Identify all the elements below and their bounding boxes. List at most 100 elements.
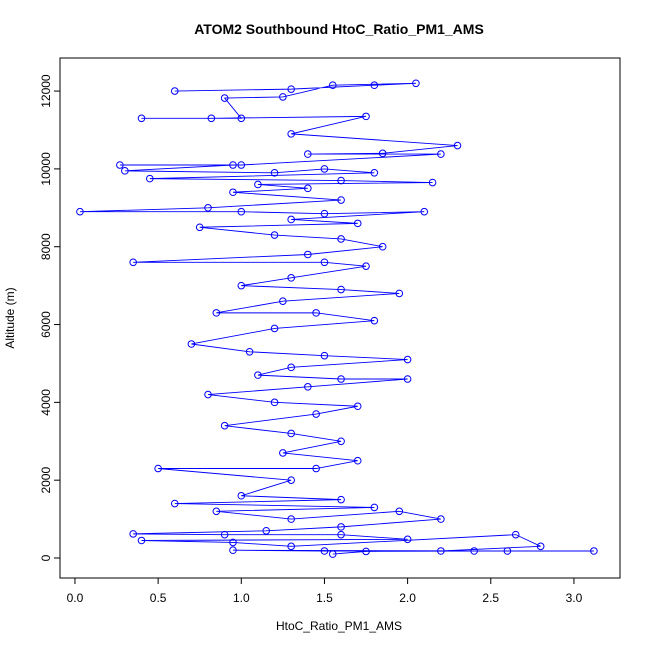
data-point bbox=[320, 209, 329, 218]
data-point bbox=[320, 258, 329, 267]
data-point bbox=[328, 81, 337, 90]
x-tick-label: 0.0 bbox=[67, 591, 84, 605]
data-point bbox=[403, 355, 412, 364]
x-tick-label: 2.0 bbox=[399, 591, 416, 605]
data-point bbox=[453, 141, 462, 150]
data-point bbox=[254, 180, 262, 189]
data-point bbox=[353, 219, 362, 228]
data-line bbox=[79, 82, 594, 555]
data-point bbox=[212, 507, 221, 516]
data-point bbox=[420, 207, 429, 216]
data-point bbox=[237, 281, 246, 290]
data-point bbox=[337, 495, 345, 504]
data-point bbox=[287, 85, 295, 93]
data-point bbox=[270, 168, 279, 177]
data-point bbox=[362, 262, 370, 270]
data-point bbox=[287, 215, 295, 224]
data-point bbox=[204, 390, 212, 399]
x-tick-label: 1.5 bbox=[316, 591, 333, 605]
y-tick-label: 10000 bbox=[39, 152, 53, 186]
data-point bbox=[370, 81, 379, 90]
data-point bbox=[287, 274, 295, 282]
data-point bbox=[170, 499, 179, 508]
data-point bbox=[76, 207, 84, 216]
y-tick-label: 6000 bbox=[39, 311, 53, 338]
y-tick-label: 8000 bbox=[39, 233, 53, 260]
chart-title: ATOM2 Southbound HtoC_Ratio_PM1_AMS bbox=[194, 21, 484, 37]
data-point bbox=[312, 410, 320, 418]
data-point bbox=[287, 429, 295, 438]
data-point bbox=[395, 289, 404, 298]
data-point bbox=[154, 464, 162, 473]
data-point bbox=[437, 515, 445, 523]
data-point bbox=[320, 165, 329, 173]
data-point bbox=[337, 235, 345, 243]
data-point bbox=[312, 464, 320, 473]
data-point bbox=[187, 340, 196, 348]
data-point bbox=[370, 503, 379, 512]
y-tick-label: 0 bbox=[39, 554, 53, 561]
data-point bbox=[229, 538, 237, 547]
data-point bbox=[378, 149, 387, 158]
data-point bbox=[237, 161, 246, 169]
data-point bbox=[270, 231, 279, 239]
data-point bbox=[129, 530, 137, 538]
data-point bbox=[503, 547, 512, 555]
data-point bbox=[229, 188, 237, 197]
data-point bbox=[304, 150, 312, 158]
data-point bbox=[437, 150, 445, 158]
data-point bbox=[370, 168, 379, 177]
data-point bbox=[395, 507, 404, 516]
data-point bbox=[312, 309, 320, 317]
data-point bbox=[287, 476, 295, 484]
data-point bbox=[287, 363, 295, 372]
data-point bbox=[378, 242, 387, 251]
data-point bbox=[470, 547, 478, 555]
data-point bbox=[262, 526, 271, 535]
data-point bbox=[195, 223, 204, 232]
data-point bbox=[204, 204, 212, 212]
data-point bbox=[287, 542, 295, 551]
data-point bbox=[320, 547, 329, 555]
data-point bbox=[207, 114, 216, 123]
data-point bbox=[270, 398, 279, 407]
data-point bbox=[362, 112, 370, 121]
x-tick-label: 0.5 bbox=[150, 591, 167, 605]
data-point bbox=[121, 167, 129, 175]
data-point bbox=[270, 324, 279, 333]
data-point bbox=[304, 382, 312, 391]
data-point bbox=[287, 130, 295, 138]
data-point bbox=[237, 114, 246, 123]
data-point bbox=[229, 546, 237, 555]
data-point bbox=[353, 402, 362, 411]
data-point bbox=[279, 297, 287, 305]
data-point bbox=[116, 161, 124, 169]
data-point bbox=[536, 542, 545, 551]
data-point bbox=[412, 79, 420, 88]
data-point bbox=[254, 371, 262, 379]
data-point bbox=[129, 258, 137, 267]
data-point bbox=[137, 536, 146, 545]
data-point bbox=[170, 87, 179, 95]
data-point bbox=[320, 351, 329, 360]
data-point bbox=[337, 375, 345, 383]
data-point bbox=[370, 316, 379, 325]
data-point bbox=[353, 456, 362, 465]
data-point bbox=[245, 347, 254, 356]
data-point bbox=[403, 535, 412, 544]
data-point bbox=[403, 375, 412, 383]
data-point bbox=[328, 550, 337, 558]
data-point bbox=[237, 207, 246, 216]
data-point bbox=[279, 449, 287, 457]
data-point bbox=[220, 421, 229, 430]
data-point bbox=[428, 178, 437, 187]
data-point bbox=[212, 309, 221, 317]
data-point bbox=[220, 94, 229, 102]
data-point bbox=[362, 547, 370, 556]
x-tick-label: 2.5 bbox=[482, 591, 499, 605]
data-point bbox=[279, 93, 287, 101]
data-point bbox=[287, 515, 295, 523]
x-axis-label: HtoC_Ratio_PM1_AMS bbox=[276, 619, 402, 633]
data-point bbox=[337, 196, 345, 204]
